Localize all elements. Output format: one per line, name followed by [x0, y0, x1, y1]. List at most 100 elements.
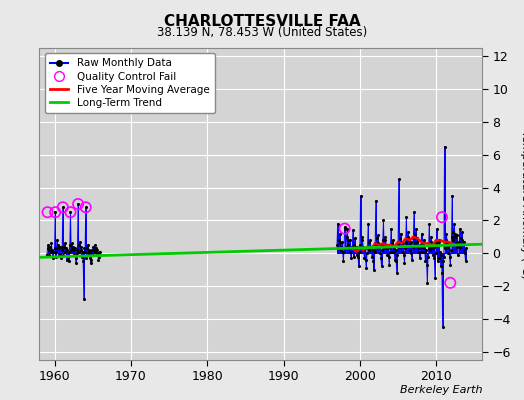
Point: [449, 237, 457, 243]
Point: [422, 262, 431, 268]
Point: [417, 244, 425, 250]
Point: [457, 235, 465, 242]
Point: [351, 235, 359, 242]
Point: [61, 248, 70, 255]
Point: [407, 238, 415, 245]
Point: [424, 253, 432, 260]
Point: [398, 248, 407, 255]
Point: [363, 244, 372, 250]
Point: [70, 247, 78, 253]
Point: [344, 242, 353, 248]
Point: [412, 235, 421, 242]
Point: [386, 245, 395, 252]
Point: [388, 240, 397, 247]
Point: [461, 250, 469, 256]
Point: [399, 240, 407, 247]
Point: [362, 265, 370, 271]
Point: [342, 234, 351, 240]
Point: [91, 248, 100, 255]
Point: [392, 258, 400, 265]
Point: [405, 237, 413, 243]
Point: [88, 257, 96, 263]
Point: [398, 242, 406, 248]
Point: [77, 247, 85, 253]
Point: [343, 226, 352, 232]
Point: [377, 263, 386, 270]
Point: [373, 235, 381, 242]
Point: [431, 250, 440, 256]
Point: [372, 198, 380, 204]
Y-axis label: Temperature Anomaly (°C): Temperature Anomaly (°C): [520, 130, 524, 278]
Point: [370, 248, 379, 255]
Point: [439, 258, 447, 265]
Point: [61, 240, 69, 247]
Point: [347, 255, 355, 261]
Point: [368, 247, 377, 253]
Point: [374, 232, 382, 238]
Point: [365, 238, 374, 245]
Point: [43, 245, 52, 252]
Point: [421, 248, 429, 255]
Point: [78, 253, 86, 260]
Point: [438, 270, 446, 276]
Point: [334, 245, 343, 252]
Point: [385, 253, 393, 260]
Point: [52, 248, 61, 255]
Point: [376, 250, 384, 256]
Point: [59, 204, 67, 210]
Point: [60, 244, 68, 250]
Point: [356, 242, 364, 248]
Point: [93, 247, 101, 253]
Point: [73, 247, 82, 253]
Point: [400, 252, 408, 258]
Point: [418, 230, 426, 237]
Point: [459, 240, 467, 247]
Point: [422, 247, 430, 253]
Point: [443, 244, 452, 250]
Point: [68, 240, 76, 247]
Point: [56, 244, 64, 250]
Point: [352, 247, 361, 253]
Point: [368, 253, 376, 260]
Point: [359, 247, 368, 253]
Point: [354, 253, 362, 260]
Point: [423, 280, 432, 286]
Point: [430, 255, 439, 261]
Point: [428, 242, 436, 248]
Point: [59, 252, 68, 258]
Point: [390, 248, 398, 255]
Point: [341, 226, 349, 232]
Point: [392, 270, 401, 276]
Point: [63, 247, 71, 253]
Point: [447, 247, 455, 253]
Point: [409, 235, 418, 242]
Point: [340, 245, 348, 252]
Point: [335, 237, 343, 243]
Point: [95, 248, 104, 255]
Point: [358, 234, 366, 240]
Point: [403, 242, 411, 248]
Point: [56, 252, 64, 258]
Point: [364, 220, 373, 227]
Point: [397, 230, 405, 237]
Point: [395, 244, 403, 250]
Point: [452, 240, 460, 247]
Point: [69, 244, 77, 250]
Point: [57, 255, 65, 261]
Point: [430, 244, 438, 250]
Point: [348, 245, 356, 252]
Point: [361, 245, 369, 252]
Point: [401, 245, 409, 252]
Point: [375, 244, 383, 250]
Point: [369, 258, 377, 265]
Point: [62, 245, 70, 252]
Point: [436, 248, 444, 255]
Point: [377, 255, 385, 261]
Point: [71, 255, 80, 261]
Point: [360, 255, 368, 261]
Point: [379, 237, 387, 243]
Point: [50, 245, 59, 252]
Text: Berkeley Earth: Berkeley Earth: [400, 385, 482, 395]
Point: [74, 201, 82, 207]
Point: [88, 247, 96, 253]
